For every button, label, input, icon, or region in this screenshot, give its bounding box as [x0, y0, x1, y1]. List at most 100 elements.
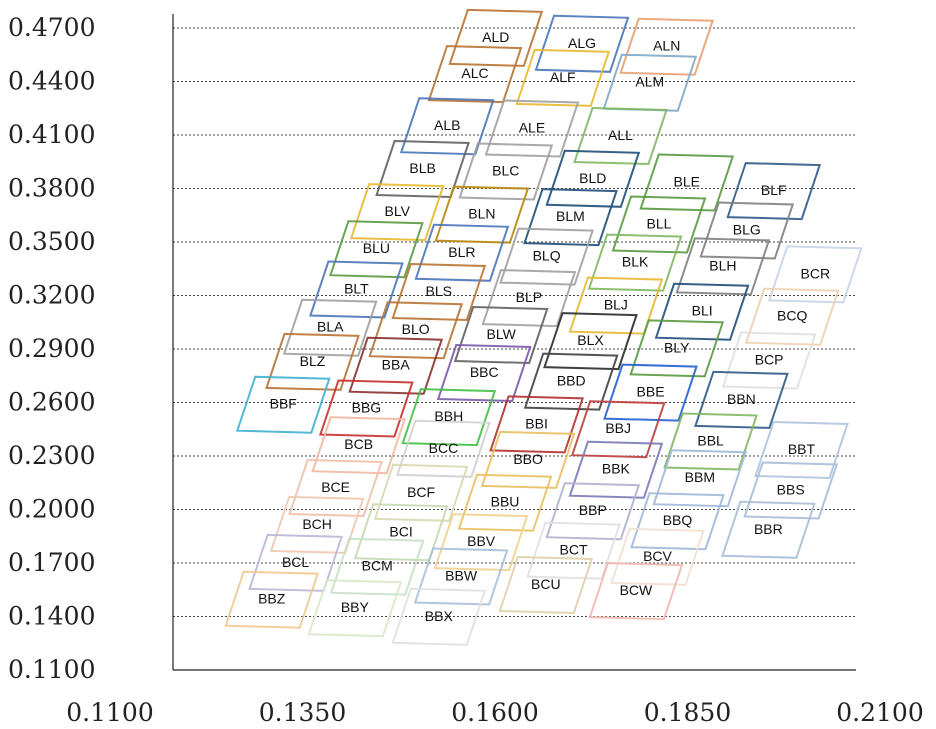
y-tick-label: 0.1700 — [8, 548, 95, 577]
cell-label: BCE — [321, 479, 350, 495]
cell-quad — [573, 106, 668, 166]
cell-quad — [726, 162, 822, 221]
cell-quad — [414, 223, 510, 282]
cell-quad — [265, 332, 360, 391]
cell-label: BBX — [425, 608, 454, 624]
y-tick-label: 0.4400 — [8, 67, 95, 96]
cell-quad — [523, 352, 619, 411]
cell-quad — [588, 562, 684, 621]
y-tick-label: 0.2300 — [8, 441, 95, 470]
cell-label: ALD — [482, 29, 509, 45]
cell-quad — [675, 237, 771, 296]
x-tick-label: 0.2100 — [836, 698, 923, 727]
cell-label: ALE — [519, 120, 545, 136]
cell-label: BBW — [445, 567, 478, 583]
cell-label: BLQ — [533, 248, 561, 264]
cell-quad — [433, 513, 529, 572]
cell-quad — [611, 195, 707, 254]
cell-label: BLW — [487, 326, 517, 342]
cell-quad — [224, 570, 320, 629]
cell-quad — [570, 400, 666, 459]
cell-quad — [744, 287, 840, 346]
cell-label: BBK — [602, 461, 631, 477]
cell-label: BLE — [673, 174, 699, 190]
cell-label: BCC — [429, 440, 459, 456]
cell-label: ALF — [550, 69, 576, 85]
y-tick-label: 0.2000 — [8, 495, 95, 524]
cell-quad — [721, 331, 817, 390]
cell-quad — [610, 527, 705, 586]
cell-quad — [534, 14, 630, 73]
cell-quad — [307, 579, 403, 638]
cell-label: BCT — [560, 542, 588, 558]
cell-label: BLT — [344, 281, 369, 297]
cell-label: BLU — [363, 240, 390, 256]
cell-label: BBU — [491, 494, 520, 510]
cell-quad — [484, 99, 580, 158]
cell-quad — [401, 388, 497, 447]
cell-label: BCQ — [777, 308, 807, 324]
cell-label: BLR — [448, 244, 475, 260]
cell-label: BBL — [697, 432, 724, 448]
cell-quad — [652, 449, 748, 508]
cell-quad — [348, 336, 444, 395]
cell-quad — [235, 375, 331, 434]
cell-label: BCR — [801, 265, 831, 281]
cell-quad — [639, 153, 735, 212]
cell-quad — [654, 282, 750, 341]
cell-quad — [523, 188, 618, 247]
cell-label: BBO — [513, 451, 543, 467]
cell-label: BBE — [637, 384, 665, 400]
cell-label: BLN — [468, 206, 495, 222]
cell-quad — [526, 521, 621, 580]
cell-quad — [309, 260, 404, 319]
y-tick-label: 0.2600 — [8, 388, 95, 417]
cell-label: BBZ — [258, 591, 286, 607]
x-tick-label: 0.1100 — [66, 698, 153, 727]
x-tick-label: 0.1600 — [451, 698, 538, 727]
cell-quad — [396, 419, 491, 478]
cell-label: BCB — [344, 436, 373, 452]
cell-label: ALC — [461, 65, 488, 81]
cell-quad — [282, 298, 378, 357]
cell-label: BLZ — [300, 353, 326, 369]
cell-label: BLG — [733, 222, 761, 238]
cell-label: BCW — [620, 582, 653, 598]
cell-quad — [481, 269, 577, 328]
cell-quad — [545, 149, 641, 208]
cell-label: BBA — [382, 357, 411, 373]
cell-label: BLI — [692, 303, 713, 319]
cell-label: BBF — [270, 396, 297, 412]
cell-label: BBR — [754, 521, 783, 537]
cell-label: ALL — [608, 127, 633, 143]
cell-label: BLH — [709, 257, 736, 273]
cell-quad — [767, 245, 863, 304]
cell-label: BBH — [434, 408, 463, 424]
cell-label: BLP — [516, 289, 542, 305]
cell-labels: ALD ALG ALN ALC ALF ALM ALB ALE ALL BLB BLC BLD BLE B… — [258, 29, 830, 624]
cell-quad — [329, 537, 425, 596]
cell-quad — [329, 220, 424, 279]
cell-quad — [545, 482, 641, 541]
cell-quad — [499, 227, 594, 286]
cell-label: ALN — [653, 38, 680, 54]
y-tick-label: 0.1400 — [8, 602, 95, 631]
cell-quad — [413, 547, 509, 606]
cell-label: BCF — [407, 484, 435, 500]
cell-label: BCP — [755, 352, 784, 368]
cell-quad — [453, 305, 549, 365]
y-tick-label: 0.1100 — [8, 655, 95, 684]
cell-label: BLS — [426, 283, 452, 299]
cell-quad — [603, 363, 698, 422]
cell-label: BBS — [777, 482, 805, 498]
cell-label: BCV — [643, 548, 672, 564]
cell-label: BLC — [492, 162, 519, 178]
y-tick-label: 0.4100 — [8, 120, 95, 149]
cell-label: BLL — [647, 215, 672, 231]
cell-label: BBT — [788, 441, 816, 457]
cell-quad — [391, 262, 487, 322]
cell-label: BBN — [727, 391, 756, 407]
cell-label: BLJ — [604, 297, 628, 313]
cell-label: BLO — [402, 321, 430, 337]
cell-label: BLV — [384, 203, 410, 219]
